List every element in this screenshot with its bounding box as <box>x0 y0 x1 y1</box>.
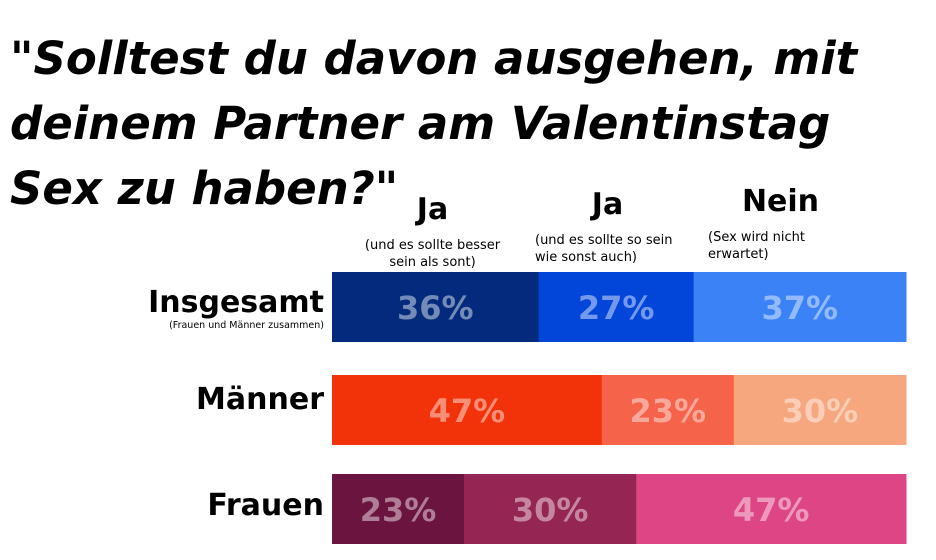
column-header-label: Nein <box>741 184 820 219</box>
value-label-maenner-3: 30% <box>782 392 859 430</box>
bar-segment-maenner-1 <box>332 375 603 445</box>
row-label-sublabel: (Frauen und Männer zusammen) <box>169 320 324 331</box>
value-label-maenner-2: 23% <box>629 392 706 430</box>
row-label-text: Insgesamt <box>148 285 324 320</box>
value-label-insgesamt-1: 36% <box>397 289 474 327</box>
bar-segment-frauen-1 <box>332 474 465 544</box>
value-label-maenner-1: 47% <box>429 392 506 430</box>
bar-segment-frauen-2 <box>464 474 637 544</box>
value-label-insgesamt-3: 37% <box>762 289 839 327</box>
value-label-frauen-2: 30% <box>512 491 589 529</box>
chart-title: "Solltest du davon ausgehen, mit deinem … <box>10 32 858 215</box>
bar-segment-frauen-3 <box>636 474 907 544</box>
column-header-label: Ja <box>416 192 449 227</box>
value-label-frauen-1: 23% <box>360 491 437 529</box>
column-header-sublabel: (Sex wird nicht erwartet) <box>708 230 805 262</box>
column-header-sublabel: (und es sollte besser sein als sont) <box>364 238 501 270</box>
bar-segment-insgesamt-1 <box>332 272 540 342</box>
row-label-text: Frauen <box>207 488 324 523</box>
bar-segment-maenner-3 <box>733 375 907 445</box>
bar-segment-insgesamt-2 <box>538 272 695 342</box>
row-label-frauen: Frauen <box>207 489 324 523</box>
row-label-text: Männer <box>196 382 324 417</box>
value-label-insgesamt-2: 27% <box>578 289 655 327</box>
column-header-2: Ja (und es sollte so sein wie sonst auch… <box>535 188 680 266</box>
row-label-insgesamt: Insgesamt (Frauen und Männer zusammen) <box>148 286 324 332</box>
column-header-sublabel: (und es sollte so sein wie sonst auch) <box>535 233 673 265</box>
bar-segment-maenner-2 <box>601 375 735 445</box>
row-label-maenner: Männer <box>196 383 324 417</box>
bar-segment-insgesamt-3 <box>693 272 907 342</box>
value-label-frauen-3: 47% <box>733 491 810 529</box>
column-header-3: Nein (Sex wird nicht erwartet) <box>708 185 853 263</box>
column-header-label: Ja <box>591 187 624 222</box>
column-header-1: Ja (und es sollte besser sein als sont) <box>350 193 515 271</box>
